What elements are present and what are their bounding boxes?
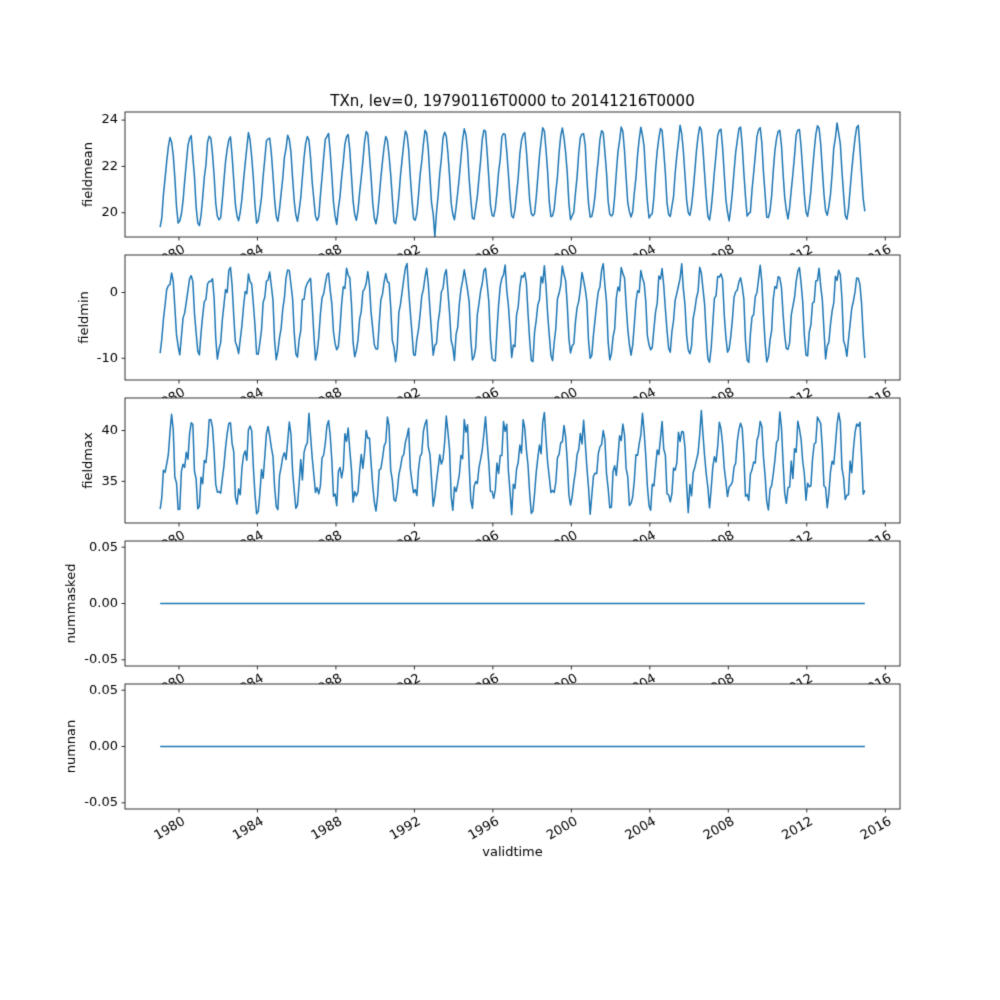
chart-canvas <box>0 0 1000 1000</box>
figure: TXn, lev=0, 19790116T0000 to 20141216T00… <box>0 0 1000 1000</box>
